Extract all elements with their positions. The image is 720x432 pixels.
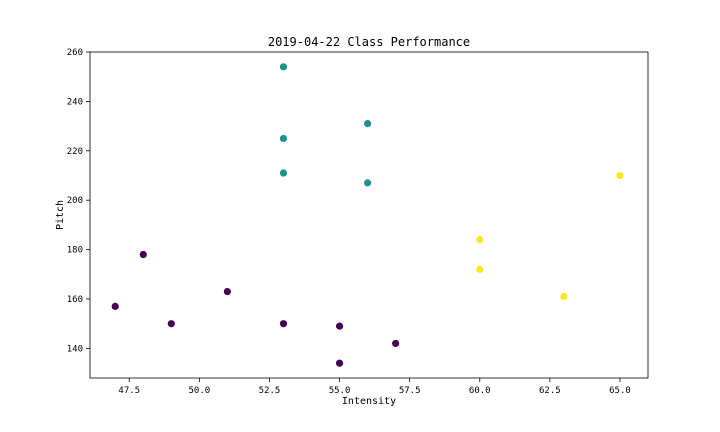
y-tick-label: 260 <box>67 48 83 58</box>
x-tick-label: 50.0 <box>189 386 211 396</box>
x-ticks: 47.5 50.0 52.5 55.0 57.5 60.0 62.5 65.0 <box>118 378 631 396</box>
y-tick-label: 240 <box>67 97 83 107</box>
x-tick-label: 65.0 <box>609 386 631 396</box>
data-point-series-2-4 <box>364 120 372 128</box>
x-tick-label: 55.0 <box>329 386 351 396</box>
data-point-series-3-3 <box>560 292 568 301</box>
data-point-series-2-1 <box>279 63 288 71</box>
data-point-series-1-4 <box>223 287 231 296</box>
data-point-series-2-3 <box>279 169 288 177</box>
data-point-series-3-4 <box>616 171 624 180</box>
data-point-series-1-5 <box>279 320 288 328</box>
y-ticks: 140 160 180 200 220 240 260 <box>67 48 90 354</box>
y-tick-label: 200 <box>67 196 83 206</box>
points-layer <box>111 63 624 367</box>
data-point-series-1-2 <box>139 250 147 259</box>
y-tick-label: 180 <box>67 246 83 256</box>
x-tick-label: 52.5 <box>259 386 281 396</box>
y-tick-label: 220 <box>67 147 83 157</box>
data-point-series-1-6 <box>335 322 344 330</box>
data-point-series-1-7 <box>335 359 344 367</box>
data-point-series-1-3 <box>167 320 175 328</box>
x-tick-label: 57.5 <box>399 386 421 396</box>
data-point-series-3-2 <box>476 265 484 273</box>
chart-title: 2019-04-22 Class Performance <box>268 35 470 49</box>
data-point-series-2-2 <box>279 134 288 143</box>
plot-area <box>90 52 648 378</box>
data-point-series-2-5 <box>364 179 372 187</box>
data-point-series-1-8 <box>392 339 400 348</box>
data-point-series-1-1 <box>111 302 119 310</box>
plot-frame <box>89 51 649 379</box>
x-axis-label: Intensity <box>342 396 396 407</box>
x-tick-label: 47.5 <box>118 386 140 396</box>
y-tick-label: 140 <box>67 344 83 354</box>
x-tick-label: 62.5 <box>539 386 561 396</box>
data-point-series-3-1 <box>476 236 484 244</box>
y-axis-label: Pitch <box>55 200 66 230</box>
y-tick-label: 160 <box>67 295 83 305</box>
x-tick-label: 60.0 <box>469 386 491 396</box>
